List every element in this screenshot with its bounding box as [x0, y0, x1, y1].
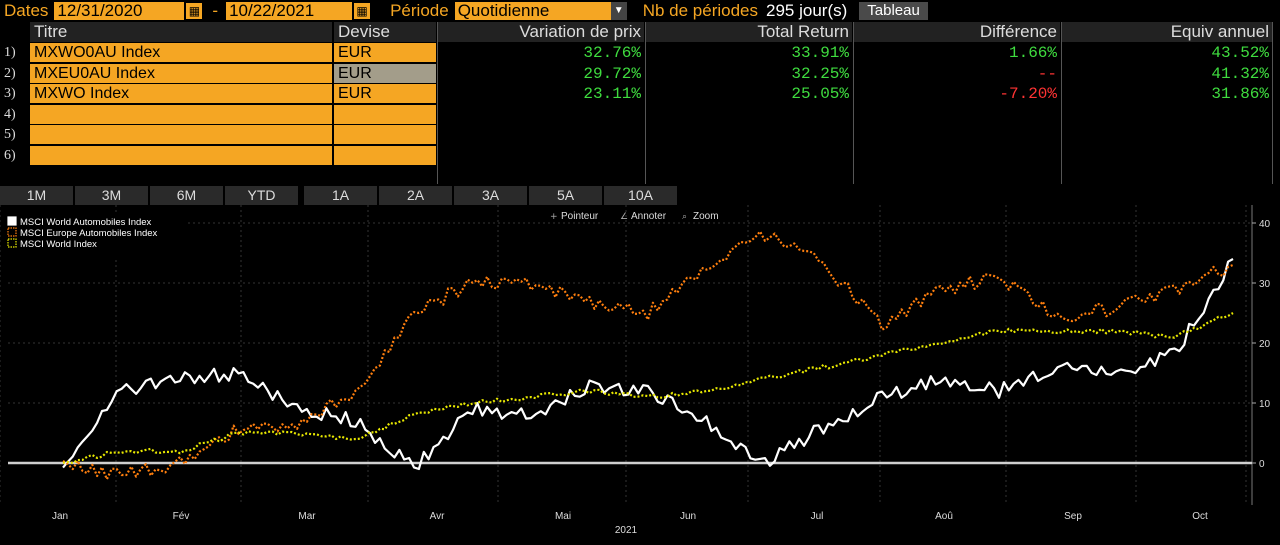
range-tab-ytd[interactable]: YTD — [225, 186, 298, 205]
range-tab-1m[interactable]: 1M — [0, 186, 73, 205]
x-tick-label: Avr — [430, 511, 445, 522]
currency-field[interactable] — [334, 125, 436, 144]
end-date-input[interactable]: 10/22/2021 — [226, 2, 353, 20]
toolbar: Dates 12/31/2020 ▦ - 10/22/2021 ▦ Périod… — [0, 0, 1280, 22]
security-ticker-field[interactable] — [30, 145, 332, 165]
column-header[interactable]: Différence — [854, 22, 1060, 42]
x-tick-label: Jul — [811, 511, 824, 522]
legend-swatch — [7, 216, 17, 226]
x-axis-year-label: 2021 — [615, 525, 638, 536]
price-change-value: 29.72% — [583, 64, 641, 83]
legend-swatch — [7, 227, 17, 237]
total-return-value: 25.05% — [791, 85, 849, 103]
annualized-value: 43.52% — [1211, 44, 1269, 62]
series-line-1 — [62, 230, 1234, 481]
start-date-input[interactable]: 12/31/2020 — [54, 2, 185, 20]
x-tick-label: Jan — [52, 511, 68, 522]
column-divider — [853, 22, 854, 184]
y-tick-label: 20 — [1259, 339, 1271, 350]
range-tab-2a[interactable]: 2A — [379, 186, 452, 205]
x-tick-label: Aoû — [935, 511, 953, 522]
range-tab-1a[interactable]: 1A — [304, 186, 377, 205]
x-tick-label: Jun — [680, 511, 696, 522]
series-line-2 — [62, 312, 1234, 465]
y-tick-label: 40 — [1259, 219, 1271, 230]
legend-label: MSCI World Automobiles Index — [20, 217, 152, 228]
difference-value: 1.66% — [1008, 44, 1057, 62]
series-line-0 — [62, 258, 1234, 471]
column-divider — [645, 22, 646, 184]
nb-periods-label: Nb de périodes — [642, 1, 759, 20]
column-divider — [437, 22, 438, 184]
range-tab-3a[interactable]: 3A — [454, 186, 527, 205]
zoom-tool-button[interactable]: Zoom — [693, 211, 719, 222]
pointer-tool-button[interactable]: Pointeur — [561, 211, 599, 222]
security-ticker-field[interactable]: MXWO0AU Index — [30, 43, 332, 62]
range-tab-6m[interactable]: 6M — [150, 186, 223, 205]
security-ticker-field[interactable]: MXEU0AU Index — [30, 63, 332, 83]
x-tick-label: Sep — [1064, 511, 1082, 522]
period-select[interactable]: Quotidienne — [454, 2, 611, 20]
currency-field[interactable]: EUR — [334, 84, 436, 103]
securities-table: Titre Devise Variation de prix Total Return… — [0, 22, 1280, 184]
range-tabs: 1M 3M 6M YTD 1A 2A 3A 5A 10A — [0, 186, 679, 205]
y-tick-label: 0 — [1259, 459, 1265, 470]
column-header[interactable]: Total Return — [646, 22, 852, 42]
legend-swatch — [7, 238, 17, 248]
calendar-icon[interactable]: ▦ — [186, 3, 203, 19]
legend-box — [4, 213, 186, 259]
x-tick-label: Mai — [555, 511, 571, 522]
performance-chart: 0 10 20 30 40 Jan Fév Mar Avr Mai Jun Jul Aoû Sep Oct 2… — [0, 205, 1280, 540]
difference-value: -- — [1037, 64, 1057, 83]
pointer-tool-icon[interactable]: + — [550, 212, 558, 222]
currency-field[interactable]: EUR — [334, 43, 436, 62]
price-change-value: 23.11% — [583, 85, 641, 103]
security-ticker-field[interactable] — [30, 104, 332, 124]
y-tick-label: 10 — [1259, 399, 1271, 410]
difference-value: -7.20% — [999, 85, 1057, 103]
x-tick-label: Mar — [298, 511, 316, 522]
table-button[interactable]: Tableau — [859, 2, 928, 20]
annualized-value: 31.86% — [1211, 85, 1269, 103]
annotate-tool-icon[interactable]: ∠ — [620, 212, 628, 222]
column-header[interactable]: Equiv annuel — [1062, 22, 1272, 42]
nb-periods-value: 295 jour(s) — [766, 1, 848, 20]
row-number: 3) — [4, 86, 16, 101]
currency-field[interactable] — [334, 104, 436, 124]
row-number: 6) — [4, 147, 16, 163]
price-change-value: 32.76% — [583, 44, 641, 62]
total-return-value: 33.91% — [791, 44, 849, 62]
row-number: 1) — [4, 45, 16, 60]
row-number: 5) — [4, 127, 16, 142]
annualized-value: 41.32% — [1211, 64, 1269, 83]
row-number: 2) — [4, 65, 16, 81]
annotate-tool-button[interactable]: Annoter — [631, 211, 667, 222]
date-dash: - — [212, 1, 219, 20]
currency-field[interactable]: EUR — [334, 63, 436, 83]
range-tab-5a[interactable]: 5A — [529, 186, 602, 205]
range-tab-3m[interactable]: 3M — [75, 186, 148, 205]
column-divider — [1272, 22, 1273, 184]
chart-svg[interactable]: 0 10 20 30 40 Jan Fév Mar Avr Mai Jun Jul Aoû Sep Oct 2… — [0, 205, 1280, 540]
total-return-value: 32.25% — [791, 64, 849, 83]
row-number: 4) — [4, 106, 16, 122]
legend-label: MSCI World Index — [20, 239, 97, 250]
y-tick-label: 30 — [1259, 279, 1271, 290]
column-divider — [1061, 22, 1062, 184]
column-header[interactable]: Titre — [30, 22, 332, 42]
column-header[interactable]: Variation de prix — [438, 22, 644, 42]
column-header[interactable]: Devise — [334, 22, 436, 42]
zoom-tool-icon[interactable]: ⌕ — [682, 212, 687, 222]
legend-label: MSCI Europe Automobiles Index — [20, 228, 158, 239]
period-label: Période — [390, 1, 449, 20]
dates-label: Dates — [4, 1, 49, 20]
range-tab-10a[interactable]: 10A — [604, 186, 677, 205]
x-tick-label: Fév — [173, 511, 190, 522]
chevron-down-icon[interactable]: ▼ — [610, 2, 627, 20]
security-ticker-field[interactable] — [30, 125, 332, 144]
security-ticker-field[interactable]: MXWO Index — [30, 84, 332, 103]
x-tick-label: Oct — [1192, 511, 1208, 522]
calendar-icon[interactable]: ▦ — [354, 3, 371, 19]
currency-field[interactable] — [334, 145, 436, 165]
